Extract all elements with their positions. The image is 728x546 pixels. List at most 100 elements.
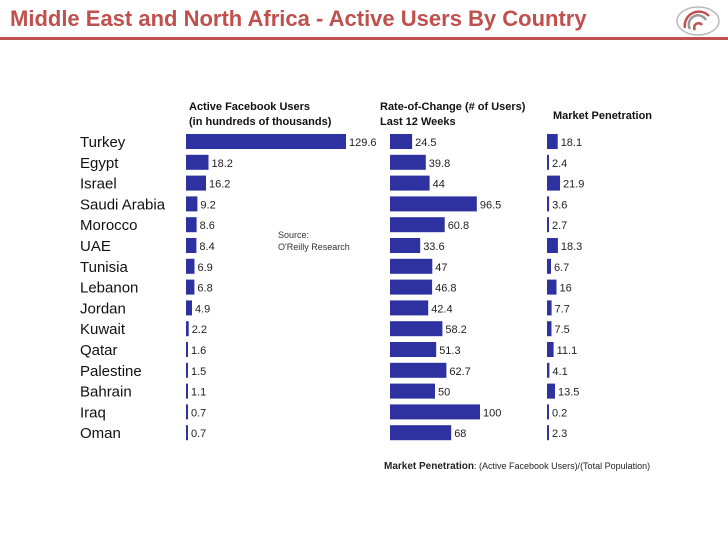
country-label: Saudi Arabia: [80, 196, 166, 213]
penetration-value-label: 21.9: [563, 179, 584, 191]
users-value-label: 4.9: [195, 303, 210, 315]
users-bar: [186, 342, 188, 357]
rate-bar: [390, 279, 433, 295]
source-line1: Source:: [278, 230, 310, 240]
country-label: Palestine: [80, 363, 142, 380]
rate-value-label: 68: [454, 428, 466, 440]
penetration-bar: [547, 362, 550, 378]
penetration-bar: [547, 300, 552, 316]
rate-bar: [390, 342, 437, 357]
signal-logo-icon: [676, 6, 720, 36]
users-header-line2: (in hundreds of thousands): [189, 116, 332, 128]
users-bar: [186, 362, 188, 378]
penetration-bar: [547, 279, 557, 295]
users-value-label: 2.2: [192, 324, 207, 336]
rate-header: Rate-of-Change (# of Users) Last 12 Week…: [380, 100, 525, 130]
penetration-value-label: 18.3: [561, 241, 582, 253]
rate-bar: [390, 134, 413, 149]
rate-bar: [390, 217, 445, 233]
rate-bar: [390, 154, 426, 170]
users-bar: [186, 196, 198, 212]
penetration-value-label: 7.5: [555, 324, 570, 336]
penetration-value-label: 16: [560, 283, 572, 295]
users-value-label: 8.4: [199, 241, 214, 253]
country-label: Iraq: [80, 404, 106, 421]
users-header-line1: Active Facebook Users: [189, 101, 311, 113]
rate-bar: [390, 300, 429, 316]
title-bar: Middle East and North Africa - Active Us…: [0, 0, 728, 40]
rate-bar: [390, 425, 452, 441]
penetration-bar: [547, 342, 554, 357]
rate-value-label: 60.8: [448, 220, 469, 232]
penetration-value-label: 7.7: [555, 303, 570, 315]
penetration-bar: [547, 134, 558, 149]
rate-value-label: 100: [483, 407, 501, 419]
country-label: Tunisia: [80, 259, 128, 276]
penetration-bar: [547, 258, 551, 274]
penetration-value-label: 18.1: [561, 137, 582, 149]
users-value-label: 9.2: [200, 199, 215, 211]
rate-header-line1: Rate-of-Change (# of Users): [380, 101, 526, 113]
title-rule: [0, 37, 728, 40]
penetration-value-label: 2.3: [552, 428, 567, 440]
rate-value-label: 62.7: [449, 366, 470, 378]
penetration-value-label: 6.7: [554, 262, 569, 274]
country-label: Oman: [80, 425, 121, 442]
penetration-bar: [547, 175, 560, 191]
penetration-bar: [547, 154, 549, 170]
page-title: Middle East and North Africa - Active Us…: [10, 6, 587, 31]
rate-value-label: 96.5: [480, 199, 501, 211]
penetration-bar: [547, 238, 558, 253]
penetration-value-label: 2.7: [552, 220, 567, 232]
users-bar: [186, 217, 197, 233]
penetration-bar: [547, 425, 549, 441]
penetration-bar: [547, 217, 549, 233]
users-value-label: 129.6: [349, 137, 377, 149]
users-value-label: 6.8: [197, 283, 212, 295]
rate-value-label: 33.6: [423, 241, 444, 253]
country-label: Morocco: [80, 217, 138, 234]
rate-value-label: 42.4: [431, 303, 452, 315]
rate-header-line2: Last 12 Weeks: [380, 116, 456, 128]
country-label: Israel: [80, 176, 117, 193]
country-label: Egypt: [80, 155, 119, 172]
penetration-value-label: 0.2: [552, 407, 567, 419]
users-value-label: 18.2: [212, 158, 233, 170]
penetration-value-label: 11.1: [557, 345, 578, 357]
rate-bar: [390, 258, 433, 274]
users-bar: [186, 279, 195, 295]
users-bar: [186, 258, 195, 274]
users-bar: [186, 321, 189, 337]
penetration-bar: [547, 404, 549, 420]
country-label: Jordan: [80, 300, 126, 317]
users-value-label: 1.1: [191, 387, 206, 399]
users-value-label: 1.6: [191, 345, 206, 357]
rate-bar: [390, 175, 430, 191]
rate-value-label: 47: [435, 262, 447, 274]
penetration-bar: [547, 321, 552, 337]
rate-value-label: 46.8: [435, 283, 456, 295]
users-bar: [186, 238, 197, 253]
rate-value-label: 58.2: [445, 324, 466, 336]
users-bar: [186, 175, 206, 191]
users-bar: [186, 154, 209, 170]
country-label: Qatar: [80, 342, 118, 359]
penetration-bar: [547, 196, 550, 212]
rate-bar: [390, 383, 435, 399]
country-label: Turkey: [80, 134, 126, 151]
rate-bar: [390, 321, 443, 337]
country-label: Lebanon: [80, 280, 138, 297]
users-value-label: 1.5: [191, 366, 206, 378]
users-bar: [186, 300, 192, 316]
users-value-label: 8.6: [200, 220, 215, 232]
country-label: UAE: [80, 238, 111, 255]
rate-value-label: 50: [438, 387, 450, 399]
rate-bar: [390, 362, 447, 378]
country-label: Kuwait: [80, 321, 126, 338]
rate-bar: [390, 238, 421, 253]
rate-value-label: 39.8: [429, 158, 450, 170]
users-bar: [186, 425, 188, 441]
rate-value-label: 51.3: [439, 345, 460, 357]
source-line2: O'Reilly Research: [278, 242, 350, 252]
